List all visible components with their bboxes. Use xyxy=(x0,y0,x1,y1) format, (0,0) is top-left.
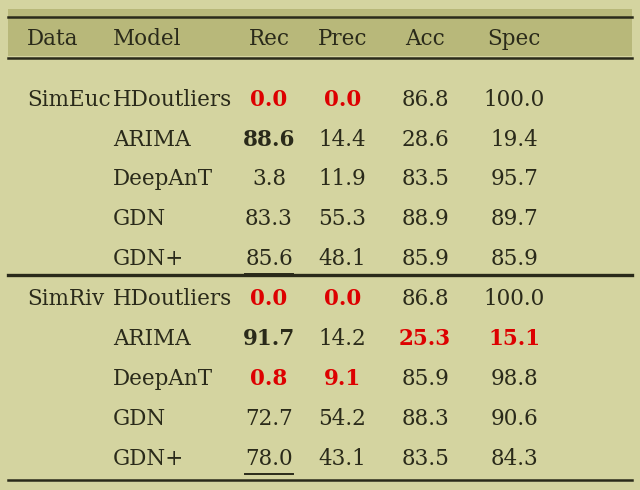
Text: 9.1: 9.1 xyxy=(324,368,361,390)
Text: GDN+: GDN+ xyxy=(113,248,184,270)
Text: 83.3: 83.3 xyxy=(245,208,293,230)
Text: 55.3: 55.3 xyxy=(318,208,366,230)
Text: 3.8: 3.8 xyxy=(252,169,286,191)
Text: 0.0: 0.0 xyxy=(324,89,361,111)
Text: 86.8: 86.8 xyxy=(401,89,449,111)
Text: HDoutliers: HDoutliers xyxy=(113,288,232,310)
Text: 89.7: 89.7 xyxy=(490,208,538,230)
Text: Data: Data xyxy=(27,28,78,50)
Text: 11.9: 11.9 xyxy=(319,169,366,191)
Text: 85.9: 85.9 xyxy=(490,248,538,270)
Text: SimEuc: SimEuc xyxy=(27,89,111,111)
Text: 48.1: 48.1 xyxy=(319,248,366,270)
Text: 98.8: 98.8 xyxy=(490,368,538,390)
Text: 0.0: 0.0 xyxy=(250,288,287,310)
Text: 85.9: 85.9 xyxy=(401,368,449,390)
Text: 85.9: 85.9 xyxy=(401,248,449,270)
Text: Acc: Acc xyxy=(405,28,445,50)
Text: 78.0: 78.0 xyxy=(245,448,293,470)
FancyBboxPatch shape xyxy=(8,9,632,56)
Text: 19.4: 19.4 xyxy=(490,128,538,150)
Text: 72.7: 72.7 xyxy=(245,408,293,430)
Text: 95.7: 95.7 xyxy=(490,169,538,191)
Text: GDN+: GDN+ xyxy=(113,448,184,470)
Text: 15.1: 15.1 xyxy=(488,328,540,350)
Text: Rec: Rec xyxy=(248,28,289,50)
Text: DeepAnT: DeepAnT xyxy=(113,368,213,390)
Text: 91.7: 91.7 xyxy=(243,328,295,350)
Text: 14.4: 14.4 xyxy=(319,128,366,150)
Text: 14.2: 14.2 xyxy=(319,328,366,350)
Text: GDN: GDN xyxy=(113,408,166,430)
Text: 0.0: 0.0 xyxy=(250,89,287,111)
Text: 85.6: 85.6 xyxy=(245,248,293,270)
Text: 0.0: 0.0 xyxy=(324,288,361,310)
Text: 86.8: 86.8 xyxy=(401,288,449,310)
Text: DeepAnT: DeepAnT xyxy=(113,169,213,191)
Text: 25.3: 25.3 xyxy=(399,328,451,350)
Text: ARIMA: ARIMA xyxy=(113,328,191,350)
Text: 28.6: 28.6 xyxy=(401,128,449,150)
Text: ARIMA: ARIMA xyxy=(113,128,191,150)
Text: 88.3: 88.3 xyxy=(401,408,449,430)
Text: HDoutliers: HDoutliers xyxy=(113,89,232,111)
Text: 84.3: 84.3 xyxy=(490,448,538,470)
Text: 83.5: 83.5 xyxy=(401,169,449,191)
Text: Spec: Spec xyxy=(488,28,541,50)
Text: 54.2: 54.2 xyxy=(318,408,366,430)
Text: 100.0: 100.0 xyxy=(484,288,545,310)
Text: 100.0: 100.0 xyxy=(484,89,545,111)
Text: Model: Model xyxy=(113,28,181,50)
Text: SimRiv: SimRiv xyxy=(27,288,104,310)
Text: 88.6: 88.6 xyxy=(243,128,295,150)
Text: 83.5: 83.5 xyxy=(401,448,449,470)
Text: GDN: GDN xyxy=(113,208,166,230)
Text: 90.6: 90.6 xyxy=(490,408,538,430)
Text: 88.9: 88.9 xyxy=(401,208,449,230)
Text: 43.1: 43.1 xyxy=(319,448,366,470)
Text: Prec: Prec xyxy=(317,28,367,50)
Text: 0.8: 0.8 xyxy=(250,368,288,390)
